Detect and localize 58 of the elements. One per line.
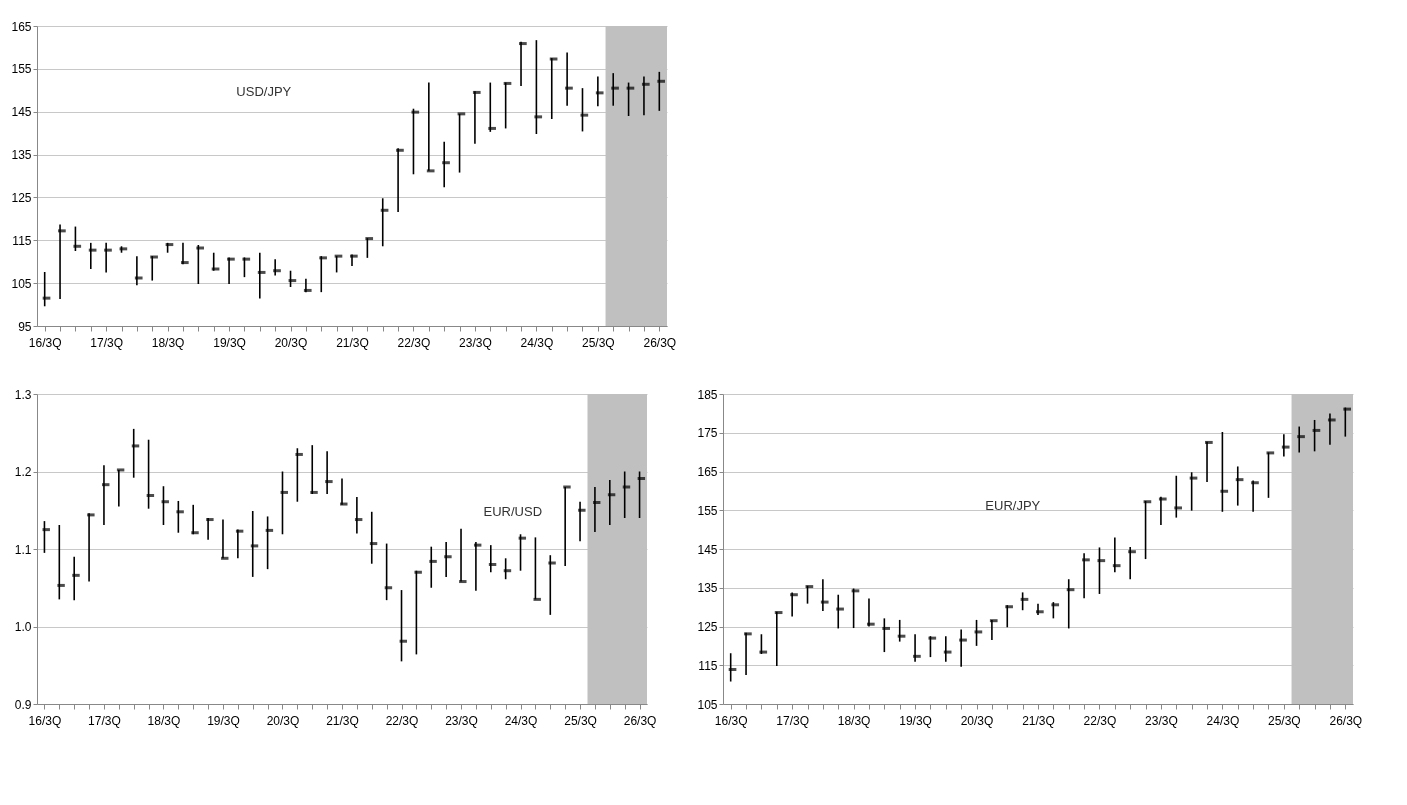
x-tick-label: 20/3Q <box>960 713 994 728</box>
y-tick-label: 115 <box>12 233 32 248</box>
y-tick-label: 105 <box>697 697 718 712</box>
x-tick-label: 18/3Q <box>837 713 871 728</box>
y-tick-label: 145 <box>11 105 32 120</box>
y-tick-label: 1.2 <box>14 465 32 479</box>
x-tick-label: 25/3Q <box>582 335 615 350</box>
x-tick-label: 18/3Q <box>151 335 185 350</box>
y-tick-label: 0.9 <box>14 697 32 712</box>
y-tick-label: 185 <box>697 387 718 402</box>
x-tick-label: 22/3Q <box>1083 713 1117 728</box>
y-tick-label: 155 <box>697 503 718 518</box>
y-tick-label: 1.0 <box>14 620 32 634</box>
y-tick-label: 1.3 <box>14 387 32 402</box>
x-tick-label: 21/3Q <box>326 713 359 728</box>
y-tick-label: 155 <box>11 62 32 77</box>
x-tick-label: 21/3Q <box>1022 713 1055 728</box>
x-tick-label: 17/3Q <box>88 713 121 728</box>
x-tick-label: 23/3Q <box>445 713 478 728</box>
y-tick-label: 115 <box>698 658 718 673</box>
x-tick-label: 24/3Q <box>1206 713 1240 728</box>
x-tick-label: 26/3Q <box>643 335 677 350</box>
x-tick-label: 19/3Q <box>899 713 932 728</box>
x-tick-label: 23/3Q <box>459 335 492 350</box>
x-tick-label: 18/3Q <box>147 713 181 728</box>
x-tick-label: 16/3Q <box>28 335 62 350</box>
y-tick-label: 175 <box>697 426 718 441</box>
x-tick-label: 20/3Q <box>274 335 308 350</box>
x-tick-label: 22/3Q <box>397 335 431 350</box>
y-tick-label: 165 <box>697 465 718 479</box>
x-tick-label: 19/3Q <box>207 713 240 728</box>
x-tick-label: 25/3Q <box>564 713 597 728</box>
text: EUR/USD <box>483 503 543 519</box>
x-tick-label: 24/3Q <box>520 335 554 350</box>
y-tick-label: 145 <box>697 542 718 557</box>
x-tick-label: 25/3Q <box>1268 713 1301 728</box>
text: EUR/JPY <box>985 497 1041 513</box>
y-tick-label: 1.1 <box>14 542 32 557</box>
y-tick-label: 95 <box>18 319 32 334</box>
text: USD/JPY <box>236 84 292 99</box>
x-tick-label: 19/3Q <box>213 335 246 350</box>
x-tick-label: 16/3Q <box>714 713 748 728</box>
x-tick-label: 16/3Q <box>28 713 62 728</box>
x-tick-label: 23/3Q <box>1145 713 1178 728</box>
x-tick-label: 17/3Q <box>776 713 809 728</box>
y-tick-label: 135 <box>11 148 32 163</box>
x-tick-label: 20/3Q <box>266 713 300 728</box>
y-tick-label: 135 <box>697 581 718 596</box>
y-tick-label: 125 <box>697 620 718 634</box>
x-tick-label: 24/3Q <box>504 713 538 728</box>
x-tick-label: 26/3Q <box>1329 713 1363 728</box>
x-tick-label: 22/3Q <box>385 713 419 728</box>
x-tick-label: 26/3Q <box>623 713 657 728</box>
y-tick-label: 105 <box>11 276 32 291</box>
y-tick-label: 125 <box>11 190 32 205</box>
x-tick-label: 21/3Q <box>336 335 369 350</box>
x-tick-label: 17/3Q <box>90 335 123 350</box>
y-tick-label: 165 <box>11 19 32 34</box>
